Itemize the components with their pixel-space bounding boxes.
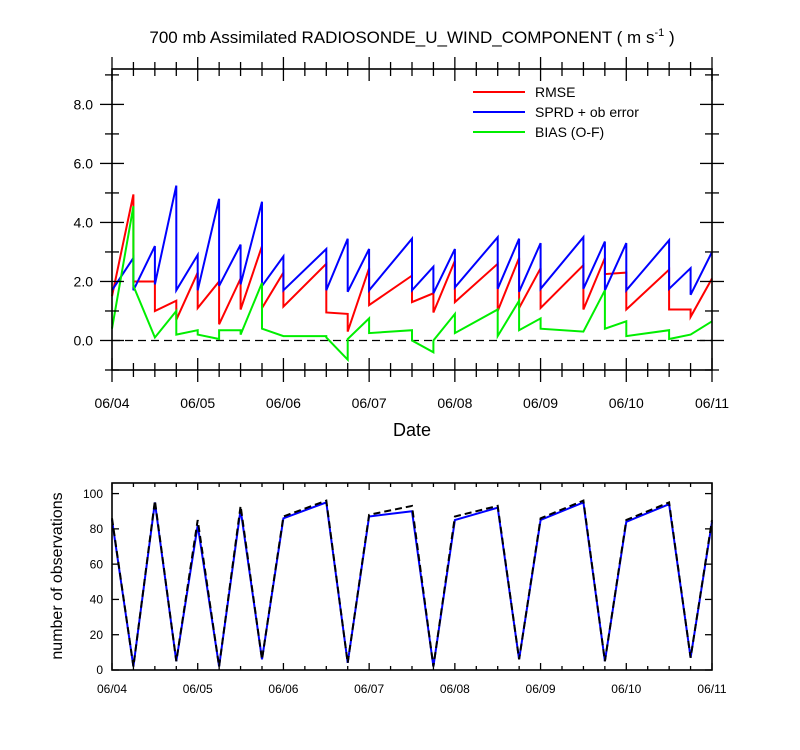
x-tick-label: 06/06 xyxy=(266,395,301,411)
y-tick-label: 20 xyxy=(90,628,104,642)
bottom-panel: 06/04 06/05 06/06 06/07 06/08 06/09 06/10 06/11… xyxy=(49,482,727,696)
y-tick-label: 80 xyxy=(90,522,104,536)
x-tick-label: 06/05 xyxy=(183,682,213,696)
y-tick-label: 60 xyxy=(90,557,104,571)
x-tick-label: 06/10 xyxy=(611,682,641,696)
y-tick-label: 8.0 xyxy=(74,96,94,112)
x-axis-label: Date xyxy=(393,420,431,440)
x-tick-label: 06/04 xyxy=(97,682,127,696)
x-tick-label: 06/06 xyxy=(268,682,298,696)
x-tick-label: 06/05 xyxy=(180,395,215,411)
series-line-solid xyxy=(111,500,713,667)
y-tick-label: 0 xyxy=(96,663,103,677)
y-tick-label: 100 xyxy=(83,487,103,501)
y-tick-label: 6.0 xyxy=(74,155,94,171)
y-tick-label: 40 xyxy=(90,593,104,607)
x-tick-label: 06/08 xyxy=(440,682,470,696)
legend-label: RMSE xyxy=(535,84,575,100)
bottom-plot-area: 06/04 06/05 06/06 06/07 06/08 06/09 06/10 06/11… xyxy=(83,482,727,696)
y-axis-label: number of observations xyxy=(49,492,66,659)
x-tick-label: 06/10 xyxy=(609,395,644,411)
x-tick-label: 06/08 xyxy=(437,395,472,411)
top-panel: 700 mb Assimilated RADIOSONDE_U_WIND_COM… xyxy=(74,27,730,440)
y-tick-label: 0.0 xyxy=(74,332,94,348)
series-line-bias-o-f xyxy=(111,206,713,363)
top-plot-area: 06/04 06/05 06/06 06/07 06/08 06/09 06/10 06/11… xyxy=(74,57,729,411)
y-tick-label: 4.0 xyxy=(74,214,94,230)
y-tick-label: 2.0 xyxy=(74,273,94,289)
x-tick-label: 06/11 xyxy=(695,395,729,411)
series-line-dashed xyxy=(111,499,713,667)
legend-label: BIAS (O-F) xyxy=(535,124,604,140)
x-tick-label: 06/09 xyxy=(523,395,558,411)
legend: RMSE SPRD + ob error BIAS (O-F) xyxy=(473,84,639,140)
x-tick-label: 06/07 xyxy=(354,682,384,696)
x-tick-label: 06/07 xyxy=(352,395,387,411)
x-tick-label: 06/11 xyxy=(697,682,726,696)
series-line-sprd-ob-error xyxy=(111,185,713,296)
legend-label: SPRD + ob error xyxy=(535,104,639,120)
x-tick-label: 06/09 xyxy=(526,682,556,696)
chart-title: 700 mb Assimilated RADIOSONDE_U_WIND_COM… xyxy=(149,27,674,47)
x-tick-label: 06/04 xyxy=(94,395,129,411)
